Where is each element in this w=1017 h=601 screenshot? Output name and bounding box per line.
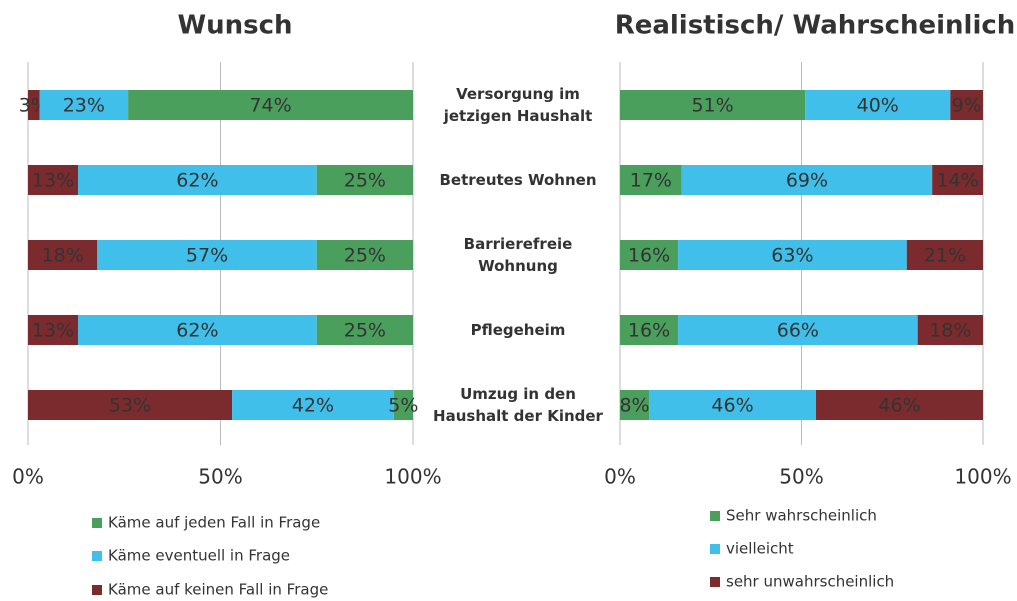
data-label: 46% bbox=[711, 395, 753, 417]
legend-swatch bbox=[92, 551, 102, 561]
data-label: 9% bbox=[952, 95, 982, 117]
legend-swatch bbox=[710, 544, 720, 554]
data-label: 18% bbox=[929, 320, 971, 342]
bar-segment bbox=[681, 165, 933, 195]
x-tick-label: 50% bbox=[779, 465, 823, 489]
data-label: 62% bbox=[176, 320, 218, 342]
data-label: 57% bbox=[186, 245, 228, 267]
data-label: 17% bbox=[630, 170, 672, 192]
legend-swatch bbox=[710, 577, 720, 587]
bar-segment bbox=[620, 90, 806, 120]
data-label: 13% bbox=[32, 320, 74, 342]
data-label: 25% bbox=[344, 245, 386, 267]
data-label: 5% bbox=[388, 395, 418, 417]
legend-label: Käme eventuell in Frage bbox=[108, 547, 290, 565]
data-label: 14% bbox=[936, 170, 978, 192]
bar-segment bbox=[78, 165, 317, 195]
bar-segment bbox=[906, 240, 983, 270]
bar-segment bbox=[97, 240, 317, 270]
data-label: 74% bbox=[249, 95, 291, 117]
data-label: 66% bbox=[777, 320, 819, 342]
bar-segment bbox=[316, 165, 413, 195]
data-label: 25% bbox=[344, 320, 386, 342]
chart-title: Wunsch bbox=[177, 11, 292, 41]
data-label: 8% bbox=[619, 395, 649, 417]
x-tick-label: 0% bbox=[12, 465, 44, 489]
category-label: Betreutes Wohnen bbox=[439, 171, 597, 189]
data-label: 53% bbox=[109, 395, 151, 417]
bar-segment bbox=[620, 165, 682, 195]
x-tick-label: 100% bbox=[954, 465, 1011, 489]
bar-segment bbox=[28, 390, 233, 420]
chart-title: Realistisch/ Wahrscheinlich bbox=[615, 11, 1016, 41]
legend-swatch bbox=[710, 511, 720, 521]
bar-segment bbox=[316, 240, 413, 270]
data-label: 13% bbox=[32, 170, 74, 192]
category-label: Barrierefreie Wohnung bbox=[463, 235, 573, 275]
data-label: 46% bbox=[878, 395, 920, 417]
bar-segment bbox=[678, 315, 918, 345]
bar-segment bbox=[316, 315, 413, 345]
bar-segment bbox=[39, 90, 129, 120]
category-label: Versorgung im jetzigen Haushalt bbox=[443, 85, 593, 125]
bar-segment bbox=[128, 90, 413, 120]
x-tick-label: 100% bbox=[384, 465, 441, 489]
data-label: 40% bbox=[857, 95, 899, 117]
legend-label: Käme auf keinen Fall in Frage bbox=[108, 581, 328, 599]
x-tick-label: 50% bbox=[198, 465, 242, 489]
data-label: 18% bbox=[42, 245, 84, 267]
bar-segment bbox=[620, 390, 650, 420]
bar-segment bbox=[917, 315, 983, 345]
category-label: Pflegeheim bbox=[470, 321, 566, 339]
bar-segment bbox=[649, 390, 817, 420]
bar-segment bbox=[950, 90, 983, 120]
data-label: 69% bbox=[786, 170, 828, 192]
data-label: 63% bbox=[771, 245, 813, 267]
legend-swatch bbox=[92, 518, 102, 528]
data-label: 42% bbox=[292, 395, 334, 417]
bar-segment bbox=[28, 90, 40, 120]
legend-swatch bbox=[92, 585, 102, 595]
data-label: 21% bbox=[924, 245, 966, 267]
data-label: 16% bbox=[628, 320, 670, 342]
data-label: 16% bbox=[628, 245, 670, 267]
legend-label: sehr unwahrscheinlich bbox=[726, 573, 894, 591]
legend-label: vielleicht bbox=[726, 540, 794, 558]
data-label: 51% bbox=[691, 95, 733, 117]
bar-segment bbox=[678, 240, 907, 270]
legend-label: Käme auf jeden Fall in Frage bbox=[108, 514, 320, 532]
data-label: 62% bbox=[176, 170, 218, 192]
bar-segment bbox=[28, 240, 98, 270]
legend-label: Sehr wahrscheinlich bbox=[726, 507, 877, 525]
bar-segment bbox=[805, 90, 951, 120]
category-label: Umzug in den Haushalt der Kinder bbox=[433, 385, 603, 425]
bar-segment bbox=[232, 390, 394, 420]
x-tick-label: 0% bbox=[604, 465, 636, 489]
bar-segment bbox=[932, 165, 983, 195]
bar-segment bbox=[816, 390, 983, 420]
bar-segment bbox=[78, 315, 317, 345]
bar-segment bbox=[28, 315, 79, 345]
bar-segment bbox=[620, 315, 679, 345]
bar-segment bbox=[393, 390, 413, 420]
bar-segment bbox=[620, 240, 679, 270]
data-label: 25% bbox=[344, 170, 386, 192]
bar-segment bbox=[28, 165, 79, 195]
data-label: 23% bbox=[63, 95, 105, 117]
